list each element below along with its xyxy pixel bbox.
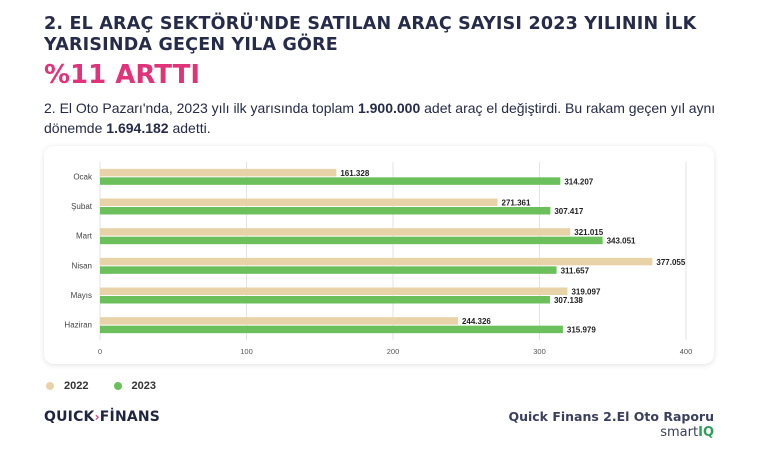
bar-2022 (100, 198, 498, 206)
chart-legend: 2022 2023 (46, 380, 178, 392)
smartiq-logo: smartIQ (660, 425, 714, 440)
report-name: Quick Finans 2.El Oto Raporu (508, 409, 714, 424)
bar-2022 (100, 168, 337, 177)
logo-quick: QUICK (44, 409, 95, 425)
bar-2023 (100, 325, 563, 334)
data-label: 161.328 (340, 169, 369, 178)
data-label: 377.055 (656, 258, 685, 267)
category-label: Şubat (71, 202, 93, 211)
x-tick-label: 100 (240, 347, 253, 356)
bar-2023 (100, 296, 550, 304)
legend-label-2022: 2022 (64, 380, 89, 393)
legend-swatch-2022 (46, 382, 54, 391)
x-tick-label: 300 (533, 347, 546, 356)
chevron-right-icon: › (94, 410, 100, 424)
bar-2022 (100, 317, 458, 325)
bar-2022 (100, 287, 568, 295)
bar-2022 (100, 228, 571, 236)
legend-item-2022: 2022 (46, 380, 88, 392)
data-label: 319.097 (571, 288, 600, 297)
desc-total-2023: 1.900.000 (357, 100, 421, 116)
category-label: Nisan (72, 261, 92, 270)
x-tick-label: 200 (387, 347, 400, 356)
quick-finans-logo: QUICK›FİNANS (44, 409, 160, 425)
desc-part-3: adetti. (168, 120, 211, 136)
desc-part-2: adet araç el değiştirdi. Bu rakam geçen … (44, 100, 716, 136)
chart-card: 0 100 200 300 400 Ocak 161.328 314.207 Şubat 271.… (44, 146, 714, 364)
highlight-text: %11 ARTTI (44, 60, 200, 90)
x-tick-label: 0 (98, 347, 102, 356)
x-tick-label: 400 (680, 347, 693, 356)
data-label: 321.015 (574, 228, 603, 237)
category-label: Ocak (73, 172, 93, 181)
bar-2023 (100, 177, 561, 185)
data-label: 315.979 (567, 326, 596, 335)
desc-total-2022: 1.694.182 (106, 120, 169, 136)
legend-swatch-2023 (113, 382, 122, 391)
category-label: Mart (76, 232, 93, 241)
legend-label-2023: 2023 (131, 380, 157, 393)
category-label: Haziran (64, 321, 92, 330)
data-label: 314.207 (564, 177, 593, 186)
data-label: 343.051 (607, 237, 636, 246)
logo-finans: FİNANS (99, 409, 161, 425)
bar-chart: 0 100 200 300 400 Ocak 161.328 314.207 Şubat 271.… (64, 162, 693, 356)
bar-2023 (100, 236, 603, 245)
brand-iq: IQ (698, 425, 714, 440)
data-label: 311.657 (561, 266, 590, 275)
description: 2. El Oto Pazarı'nda, 2023 yılı ilk yarı… (44, 98, 724, 138)
data-label: 307.417 (554, 207, 583, 216)
data-label: 307.138 (554, 296, 583, 305)
chart-title: 2. EL ARAÇ SEKTÖRÜ'NDE SATILAN ARAÇ SAYI… (44, 14, 697, 55)
category-label: Mayıs (71, 291, 92, 300)
brand-smart: smart (660, 425, 699, 440)
legend-item-2023: 2023 (113, 380, 157, 393)
data-label: 271.361 (502, 199, 531, 208)
bar-2023 (100, 266, 557, 274)
bar-2022 (100, 257, 653, 266)
data-label: 244.326 (462, 317, 491, 326)
bar-2023 (100, 207, 551, 215)
desc-part-1: 2. El Oto Pazarı'nda, 2023 yılı ilk yarı… (44, 100, 358, 116)
